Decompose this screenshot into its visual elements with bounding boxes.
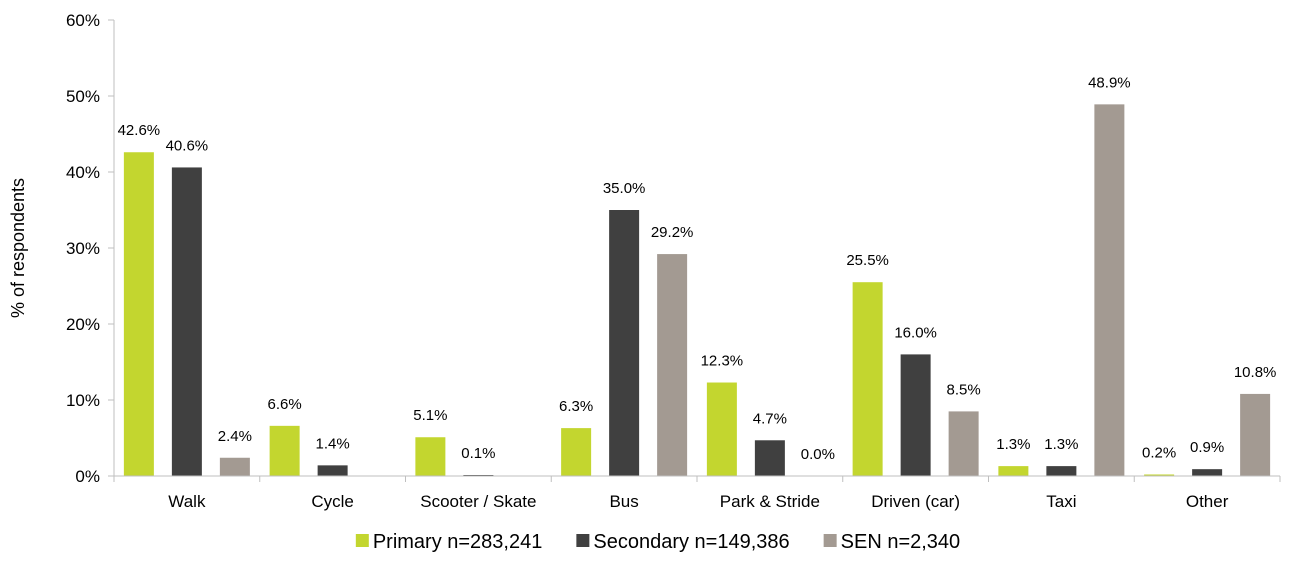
bar <box>900 354 931 476</box>
bar <box>219 457 250 476</box>
x-tick-label: Other <box>1186 492 1229 511</box>
data-label: 16.0% <box>894 324 937 341</box>
data-label: 29.2% <box>651 224 694 241</box>
bar <box>1144 474 1175 476</box>
data-label: 0.9% <box>1190 439 1224 456</box>
data-label: 25.5% <box>846 252 889 269</box>
data-label: 12.3% <box>701 353 744 370</box>
x-tick-label: Scooter / Skate <box>420 492 536 511</box>
y-tick-label: 30% <box>66 239 100 258</box>
data-label: 6.3% <box>559 398 593 415</box>
bar <box>1046 466 1077 476</box>
data-labels: 42.6% 40.6% 2.4% 6.6% 1.4% 5.1% 0.1% 6.3% 35.0% 2… <box>118 74 1277 463</box>
data-label: 1.3% <box>1044 436 1078 453</box>
bar <box>706 382 737 476</box>
y-tick-label: 20% <box>66 315 100 334</box>
data-label: 0.1% <box>461 445 495 462</box>
bar <box>561 428 592 476</box>
y-axis-title: % of respondents <box>8 178 28 318</box>
y-tick-label: 40% <box>66 163 100 182</box>
data-label: 35.0% <box>603 180 646 197</box>
x-tick-label: Cycle <box>311 492 354 511</box>
bar <box>415 437 446 476</box>
data-label: 8.5% <box>947 381 981 398</box>
bar <box>1094 104 1125 477</box>
bar <box>852 282 883 476</box>
data-label: 10.8% <box>1234 364 1277 381</box>
bar <box>998 466 1029 476</box>
y-tick-label: 60% <box>66 11 100 30</box>
legend-label: SEN n=2,340 <box>841 531 961 553</box>
data-label: 0.0% <box>801 446 835 463</box>
legend: Primary n=283,241 Secondary n=149,386 SEN … <box>355 531 961 553</box>
data-label: 1.4% <box>316 435 350 452</box>
x-tick-label: Taxi <box>1046 492 1076 511</box>
legend-item: SEN n=2,340 <box>823 531 961 553</box>
bar <box>123 152 154 477</box>
bar <box>657 254 688 476</box>
data-label: 1.3% <box>996 436 1030 453</box>
legend-item: Secondary n=149,386 <box>576 531 790 553</box>
data-label: 5.1% <box>413 407 447 424</box>
legend-item: Primary n=283,241 <box>355 531 543 553</box>
data-label: 0.2% <box>1142 444 1176 461</box>
x-tick-label: Walk <box>168 492 206 511</box>
bar <box>948 411 979 476</box>
legend-swatch <box>823 534 837 547</box>
data-label: 40.6% <box>166 137 209 154</box>
y-tick-label: 10% <box>66 391 100 410</box>
y-tick-label: 50% <box>66 87 100 106</box>
legend-swatch <box>576 534 590 547</box>
data-label: 42.6% <box>118 122 161 139</box>
y-tick-label: 0% <box>75 467 100 486</box>
legend-swatch <box>355 534 369 547</box>
legend-label: Secondary n=149,386 <box>593 531 789 553</box>
bar <box>317 465 348 476</box>
bar <box>609 210 640 476</box>
bar <box>1240 393 1271 476</box>
bar <box>269 425 300 476</box>
bar <box>171 167 202 476</box>
bar <box>754 440 785 476</box>
x-axis: Walk Cycle Scooter / Skate Bus Park & Stride… <box>113 475 1281 511</box>
data-label: 6.6% <box>268 396 302 413</box>
x-tick-label: Park & Stride <box>720 492 820 511</box>
y-axis: 0% 10% 20% 30% 40% 50% 60% <box>66 11 115 486</box>
data-label: 4.7% <box>753 410 787 427</box>
data-label: 48.9% <box>1088 74 1131 91</box>
bars <box>123 104 1271 477</box>
legend-label: Primary n=283,241 <box>373 531 543 553</box>
x-tick-label: Bus <box>609 492 638 511</box>
bar <box>1192 469 1223 476</box>
data-label: 2.4% <box>218 428 252 445</box>
x-tick-label: Driven (car) <box>871 492 960 511</box>
